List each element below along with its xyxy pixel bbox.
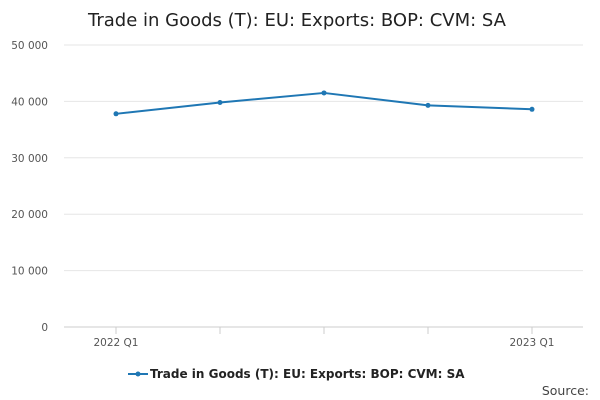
data-point[interactable] — [217, 100, 223, 106]
x-tick-label: 2022 Q1 — [93, 337, 138, 349]
y-tick-label: 30 000 — [11, 153, 48, 165]
chart-title: Trade in Goods (T): EU: Exports: BOP: CV… — [87, 10, 507, 31]
x-tick-label: 2023 Q1 — [509, 337, 554, 349]
legend: Trade in Goods (T): EU: Exports: BOP: CV… — [128, 367, 465, 381]
y-tick-label: 0 — [41, 322, 48, 334]
y-tick-label: 20 000 — [11, 209, 48, 221]
legend-marker — [135, 371, 141, 377]
source-label: Source: — [542, 383, 589, 398]
y-tick-label: 10 000 — [11, 266, 48, 278]
data-point[interactable] — [321, 90, 327, 96]
legend-label: Trade in Goods (T): EU: Exports: BOP: CV… — [150, 367, 465, 381]
y-tick-label: 50 000 — [11, 40, 48, 52]
data-point[interactable] — [113, 111, 119, 117]
data-point[interactable] — [425, 102, 431, 108]
y-tick-label: 40 000 — [11, 96, 48, 108]
data-point[interactable] — [529, 106, 535, 112]
series-line — [115, 91, 533, 115]
